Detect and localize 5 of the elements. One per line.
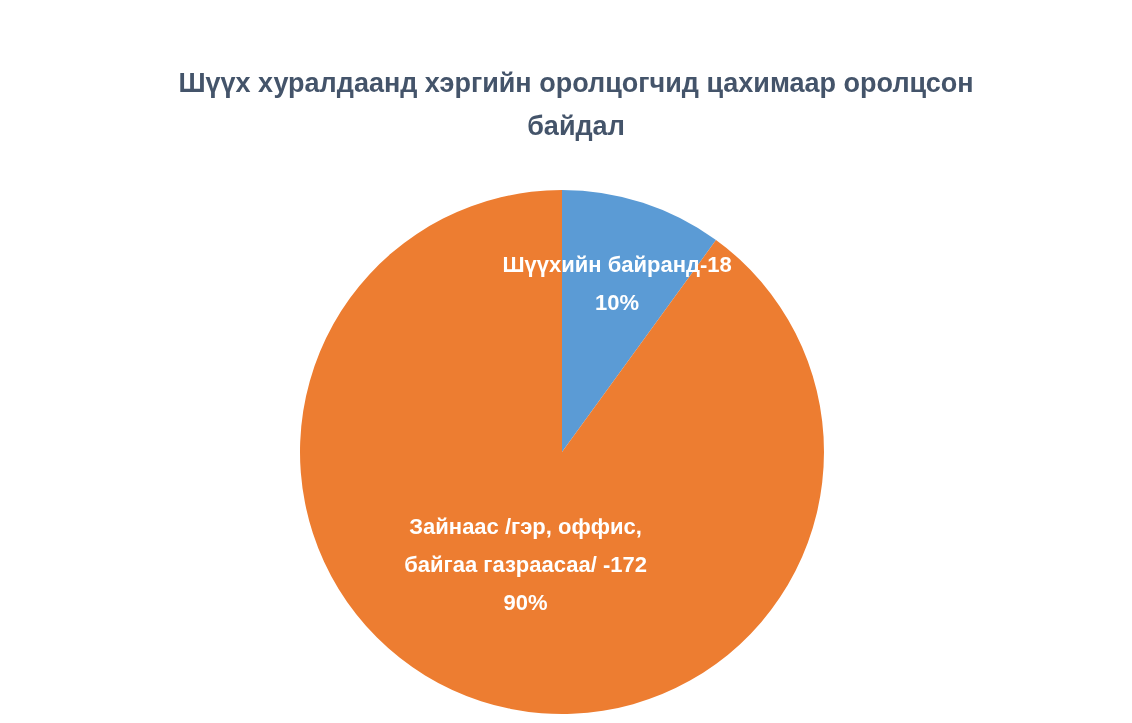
pie-slice — [300, 190, 824, 714]
data-label: 10% — [595, 289, 640, 315]
slice-label: Зайнаас /гэр, оффис, байгаа газраасаа/ -172 — [404, 514, 647, 578]
chart-title: Шүүх хуралдаанд хэргийн оролцогчид цахимаар оролцсон байдал — [178, 68, 974, 141]
data-label: 90% — [503, 590, 548, 616]
